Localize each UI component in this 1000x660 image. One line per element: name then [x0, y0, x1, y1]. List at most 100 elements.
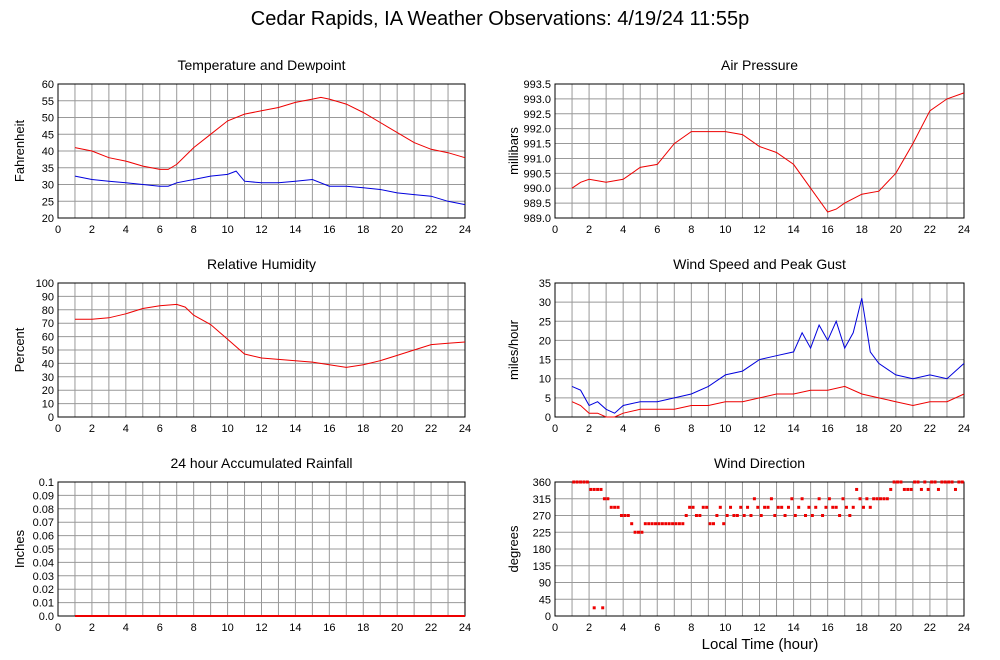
- temperature-and-dewpoint-series-red-line: [74, 96, 466, 170]
- wind-direction-point-44: [722, 522, 726, 526]
- temperature-and-dewpoint-xtick-0: 0: [55, 224, 61, 236]
- wind-direction-point-80: [844, 505, 848, 509]
- wind-direction-point-10: [606, 497, 610, 501]
- wind-direction-point-112: [953, 487, 957, 491]
- wind-direction-point-69: [807, 505, 811, 509]
- wind-direction-point-22: [647, 522, 651, 526]
- wind-direction-point-16: [626, 514, 630, 517]
- wind-direction-point-92: [885, 497, 889, 501]
- wind-direction-point-113: [957, 480, 961, 484]
- air-pressure-xtick-16: 16: [822, 224, 834, 236]
- wind-direction-ytick-225: 225: [533, 527, 551, 539]
- temperature-and-dewpoint-ytick-30: 30: [42, 180, 54, 192]
- wind-direction-frame: [554, 481, 965, 617]
- wind-direction-point-98: [906, 487, 910, 491]
- wind-speed-and-peak-gust-xtick-4: 4: [620, 423, 626, 435]
- 24-hour-accumulated-rainfall-ytick-0-05: 0.05: [33, 544, 54, 556]
- air-pressure-xtick-0: 0: [552, 224, 558, 236]
- wind-speed-and-peak-gust-xtick-12: 12: [753, 423, 765, 435]
- wind-direction-point-107: [936, 487, 940, 491]
- wind-direction-point-56: [763, 505, 767, 509]
- wind-direction-point-67: [800, 497, 804, 501]
- wind-direction-point-99: [909, 487, 913, 491]
- wind-direction-point-26: [660, 522, 664, 526]
- temperature-and-dewpoint-ytick-40: 40: [42, 146, 54, 158]
- temperature-and-dewpoint-ytick-25: 25: [42, 196, 54, 208]
- 24-hour-accumulated-rainfall-xtick-0: 0: [55, 622, 61, 634]
- wind-direction-point-5: [589, 487, 593, 491]
- wind-direction-point-83: [855, 487, 859, 491]
- wind-direction-point-31: [677, 522, 681, 526]
- relative-humidity-ytick-100: 100: [36, 278, 54, 290]
- wind-direction-ytick-45: 45: [539, 594, 551, 606]
- wind-direction-point-23: [650, 522, 654, 526]
- relative-humidity-xtick-8: 8: [191, 423, 197, 435]
- temperature-and-dewpoint-series-blue-line: [74, 170, 466, 206]
- wind-direction-point-116: [601, 606, 605, 610]
- temperature-and-dewpoint-ylabel: Fahrenheit: [12, 120, 27, 183]
- relative-humidity-ytick-20: 20: [42, 385, 54, 397]
- wind-direction-point-68: [804, 514, 808, 517]
- wind-direction-point-40: [708, 522, 712, 526]
- wind-direction-point-36: [694, 514, 698, 517]
- wind-direction-point-102: [919, 487, 923, 491]
- wind-direction-point-114: [960, 480, 964, 484]
- temperature-and-dewpoint-xtick-8: 8: [191, 224, 197, 236]
- relative-humidity-xtick-4: 4: [123, 423, 129, 435]
- wind-direction-ytick-90: 90: [539, 578, 551, 590]
- wind-direction-point-21: [643, 522, 647, 526]
- wind-direction-point-77: [834, 505, 838, 509]
- temperature-and-dewpoint-xtick-14: 14: [289, 224, 301, 236]
- air-pressure-xtick-20: 20: [890, 224, 902, 236]
- wind-direction-point-55: [759, 514, 763, 517]
- wind-direction-xtick-24: 24: [958, 622, 970, 634]
- wind-speed-and-peak-gust-xtick-16: 16: [822, 423, 834, 435]
- wind-direction-point-15: [623, 514, 627, 517]
- wind-speed-and-peak-gust-xtick-24: 24: [958, 423, 970, 435]
- air-pressure-ytick-993-5: 993.5: [523, 79, 551, 91]
- wind-speed-and-peak-gust-xtick-8: 8: [688, 423, 694, 435]
- wind-direction-point-8: [599, 487, 603, 491]
- wind-direction-point-30: [674, 522, 678, 526]
- wind-direction-point-18: [633, 530, 637, 534]
- wind-direction-point-84: [858, 497, 862, 501]
- wind-direction-ytick-135: 135: [533, 561, 551, 573]
- wind-speed-and-peak-gust-xtick-22: 22: [924, 423, 936, 435]
- wind-speed-and-peak-gust-frame: [554, 282, 965, 418]
- 24-hour-accumulated-rainfall-ytick-0-09: 0.09: [33, 490, 54, 502]
- temperature-and-dewpoint-xtick-2: 2: [89, 224, 95, 236]
- air-pressure-xtick-22: 22: [924, 224, 936, 236]
- wind-direction-point-78: [838, 514, 842, 517]
- wind-direction-point-86: [865, 497, 869, 501]
- wind-direction-point-70: [810, 514, 814, 517]
- wind-direction-point-91: [882, 497, 886, 501]
- wind-direction-point-50: [742, 514, 746, 517]
- wind-direction-point-73: [821, 514, 825, 517]
- wind-direction-point-90: [878, 497, 882, 501]
- wind-direction-point-94: [892, 480, 896, 484]
- wind-direction-point-45: [725, 514, 729, 517]
- wind-direction-point-72: [817, 497, 821, 501]
- relative-humidity-ytick-10: 10: [42, 399, 54, 411]
- wind-direction-point-111: [950, 480, 954, 484]
- relative-humidity-xtick-18: 18: [357, 423, 369, 435]
- wind-direction-point-11: [609, 505, 613, 509]
- wind-direction-point-97: [902, 487, 906, 491]
- relative-humidity-ytick-60: 60: [42, 332, 54, 344]
- wind-direction-point-58: [769, 497, 773, 501]
- 24-hour-accumulated-rainfall-ytick-0-06: 0.06: [33, 531, 54, 543]
- air-pressure-xtick-6: 6: [654, 224, 660, 236]
- wind-direction-xtick-16: 16: [822, 622, 834, 634]
- wind-direction-point-13: [616, 505, 620, 509]
- wind-direction-xtick-2: 2: [586, 622, 592, 634]
- air-pressure-xtick-2: 2: [586, 224, 592, 236]
- wind-direction-point-74: [824, 505, 828, 509]
- temperature-and-dewpoint-xtick-16: 16: [323, 224, 335, 236]
- wind-direction-point-106: [933, 480, 937, 484]
- wind-direction-point-108: [940, 480, 944, 484]
- 24-hour-accumulated-rainfall-xtick-24: 24: [459, 622, 471, 634]
- wind-direction-point-3: [582, 480, 586, 484]
- wind-direction-point-93: [889, 487, 893, 491]
